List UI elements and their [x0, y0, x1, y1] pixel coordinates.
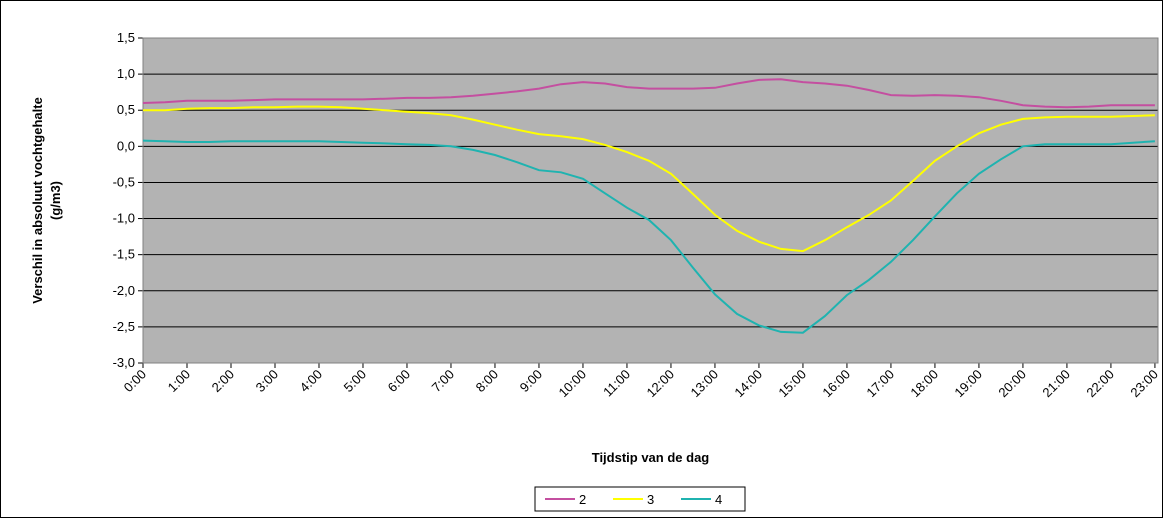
y-tick-label: -1,0: [113, 211, 135, 226]
plot-frame: [142, 37, 1159, 364]
y-tick-label: -2,5: [113, 319, 135, 334]
y-tick-label: 0,5: [117, 102, 135, 117]
y-tick-label: -2,0: [113, 283, 135, 298]
series-line: [142, 139, 1155, 334]
y-axis-label: Verschil in absoluut vochtgehalte: [30, 97, 45, 304]
y-axis-label: (g/m3): [48, 181, 63, 220]
series-line: [142, 78, 1155, 109]
legend-label: 4: [715, 492, 722, 507]
y-tick-label: -3,0: [113, 355, 135, 370]
y-tick-label: -1,5: [113, 247, 135, 262]
legend-label: 2: [579, 492, 586, 507]
y-tick-label: 1,5: [117, 30, 135, 45]
y-tick-label: 0,0: [117, 138, 135, 153]
y-tick-label: 1,0: [117, 66, 135, 81]
plot-area: [143, 38, 1158, 363]
x-axis-label: Tijdstip van de dag: [592, 450, 710, 465]
series-line: [143, 105, 1155, 253]
legend-label: 3: [647, 492, 654, 507]
y-tick-label: -0,5: [113, 174, 135, 189]
legend: 2 3 4: [534, 486, 746, 512]
